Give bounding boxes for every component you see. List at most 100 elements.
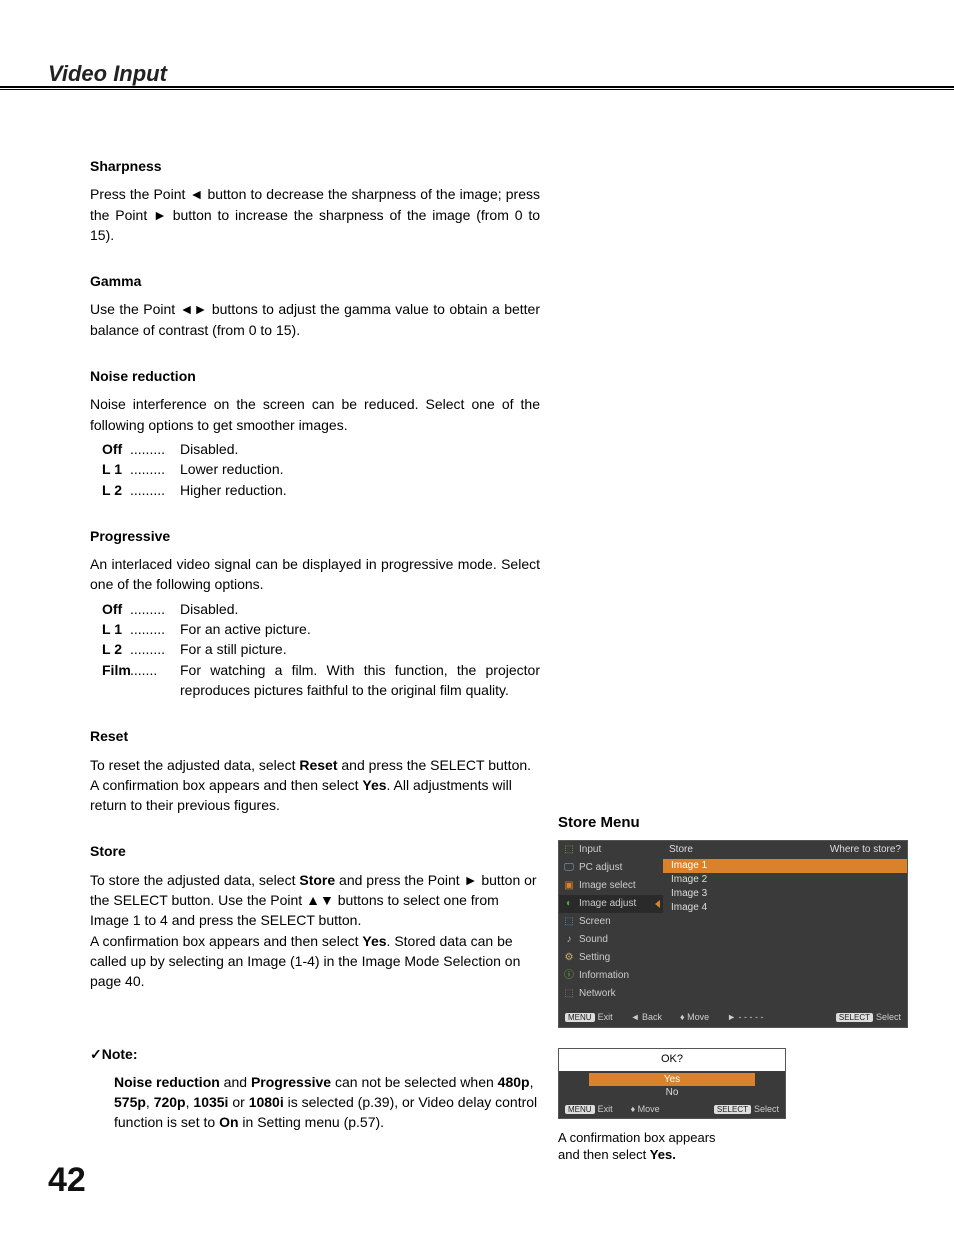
option-row: L 1.........Lower reduction. xyxy=(90,459,540,479)
footer-back: ◄ Back xyxy=(631,1011,662,1024)
image-option[interactable]: Image 3 xyxy=(663,887,907,901)
option-desc: Disabled. xyxy=(180,439,540,459)
confirm-caption: A confirmation box appears and then sele… xyxy=(558,1129,718,1164)
image-list: Image 1Image 2Image 3Image 4 xyxy=(663,859,907,915)
footer-exit: MENUExit xyxy=(565,1011,613,1024)
store-menu-screenshot: ⬚Input🖵PC adjust ▣ Image select ◐ Image adju… xyxy=(558,840,908,1028)
np7: , xyxy=(146,1094,154,1110)
sidebar-item-icon: ♪ xyxy=(563,934,575,946)
menu-main-header: Store Where to store? xyxy=(663,841,907,859)
footer-select-label: Select xyxy=(876,1012,901,1022)
menu-footer: MENUExit ◄ Back ♦ Move ► - - - - - SELEC… xyxy=(559,1009,907,1027)
sidebar-item-icon: ⚙ xyxy=(563,952,575,964)
progressive-body: An interlaced video signal can be displa… xyxy=(90,554,540,700)
sidebar-item[interactable]: ▣ Image select xyxy=(559,877,663,895)
store-bold-yes: Yes xyxy=(362,933,386,949)
sidebar-item[interactable]: ◐ Image adjust xyxy=(559,895,663,913)
np2: Progressive xyxy=(251,1074,331,1090)
confirm-no-button[interactable]: No xyxy=(589,1086,755,1099)
sidebar-item[interactable]: ⬚ Network xyxy=(559,985,663,1003)
np1: and xyxy=(220,1074,251,1090)
sidebar-item[interactable]: ⬚ Screen xyxy=(559,913,663,931)
option-dots: ......... xyxy=(130,480,180,500)
sidebar-item-label: Image select xyxy=(579,879,636,894)
option-row: Film.......For watching a film. With thi… xyxy=(90,660,540,701)
reset-t0: To reset the adjusted data, select xyxy=(90,757,299,773)
gamma-body: Use the Point ◄► buttons to adjust the g… xyxy=(90,299,540,340)
caption-t0: A confirmation box appears and then sele… xyxy=(558,1130,716,1163)
reset-body: To reset the adjusted data, select Reset… xyxy=(90,755,540,816)
sidebar-item-label: Setting xyxy=(579,951,610,966)
sidebar-item[interactable]: ♪Sound xyxy=(559,931,663,949)
image-option[interactable]: Image 4 xyxy=(663,901,907,915)
confirm-footer-move: ♦ Move xyxy=(631,1103,660,1116)
caption-bold-yes: Yes. xyxy=(650,1147,676,1162)
sidebar-item-label: Image adjust xyxy=(579,897,636,912)
option-row: L 2.........For a still picture. xyxy=(90,639,540,659)
sidebar-item-icon: ⬚ xyxy=(563,916,575,928)
confirm-title: OK? xyxy=(559,1049,785,1071)
progressive-head: Progressive xyxy=(90,526,540,546)
sidebar-item-icon: ◐ xyxy=(563,898,575,910)
np0: Noise reduction xyxy=(114,1074,220,1090)
sidebar-item-icon: ▣ xyxy=(563,880,575,892)
sidebar-item-label: Screen xyxy=(579,915,611,930)
option-desc: For an active picture. xyxy=(180,619,540,639)
option-label: Film xyxy=(90,660,130,701)
sidebar-item[interactable]: ⬚Input xyxy=(559,841,663,859)
triangle-left-icon xyxy=(655,900,660,908)
main-column: Sharpness Press the Point ◄ button to de… xyxy=(90,156,540,1133)
option-dots: ......... xyxy=(130,599,180,619)
sidebar-item-icon: ⬚ xyxy=(563,844,575,856)
option-desc: Disabled. xyxy=(180,599,540,619)
image-option[interactable]: Image 2 xyxy=(663,873,907,887)
option-desc: Higher reduction. xyxy=(180,480,540,500)
confirm-footer-exit: MENUExit xyxy=(565,1103,613,1116)
sidebar-item[interactable]: ⚙ Setting xyxy=(559,949,663,967)
option-desc: For a still picture. xyxy=(180,639,540,659)
option-label: L 2 xyxy=(90,639,130,659)
sharpness-body: Press the Point ◄ button to decrease the… xyxy=(90,184,540,245)
confirm-select-label: Select xyxy=(754,1104,779,1114)
sidebar-item-label: Network xyxy=(579,987,616,1002)
option-row: L 1.........For an active picture. xyxy=(90,619,540,639)
option-dots: ......... xyxy=(130,459,180,479)
np11: or xyxy=(228,1094,248,1110)
store-head: Store xyxy=(90,841,540,861)
confirm-yes-button[interactable]: Yes xyxy=(589,1073,755,1086)
menu-main-panel: Store Where to store? Image 1Image 2Imag… xyxy=(663,841,907,1009)
sidebar-item-icon: ⬚ xyxy=(563,988,575,1000)
sidebar-item[interactable]: ⓘInformation xyxy=(559,967,663,985)
footer-move: ♦ Move xyxy=(680,1011,709,1024)
right-column: Store Menu ⬚Input🖵PC adjust▣Image select… xyxy=(558,812,908,1164)
sidebar-item[interactable]: 🖵PC adjust xyxy=(559,859,663,877)
option-row: L 2.........Higher reduction. xyxy=(90,480,540,500)
image-option[interactable]: Image 1 xyxy=(663,859,907,873)
menu-header-right: Where to store? xyxy=(830,843,901,858)
noise-options: Off.........Disabled.L 1.........Lower r… xyxy=(90,439,540,500)
option-desc: For watching a film. With this function,… xyxy=(180,660,540,701)
sidebar-item-label: Information xyxy=(579,969,629,984)
store-t0: To store the adjusted data, select xyxy=(90,872,299,888)
np12: 1080i xyxy=(249,1094,284,1110)
noise-body: Noise interference on the screen can be … xyxy=(90,394,540,499)
note-head: ✓Note: xyxy=(90,1044,540,1064)
menu-header-left: Store xyxy=(669,843,693,858)
reset-bold-reset: Reset xyxy=(299,757,337,773)
np6: 575p xyxy=(114,1094,146,1110)
store-bold-store: Store xyxy=(299,872,335,888)
option-dots: ......... xyxy=(130,439,180,459)
option-label: Off xyxy=(90,439,130,459)
reset-head: Reset xyxy=(90,726,540,746)
confirm-footer-select: SELECTSelect xyxy=(714,1103,779,1116)
note-block: ✓Note: Noise reduction and Progressive c… xyxy=(90,1044,540,1133)
store-t3: A confirmation box appears and then sele… xyxy=(90,933,362,949)
title-rule xyxy=(0,86,954,90)
footer-next: ► - - - - - xyxy=(727,1011,763,1024)
footer-exit-label: Exit xyxy=(598,1012,613,1022)
np8: 720p xyxy=(154,1094,186,1110)
confirm-footer: MENUExit ♦ Move SELECTSelect xyxy=(559,1101,785,1118)
option-row: Off.........Disabled. xyxy=(90,439,540,459)
noise-head: Noise reduction xyxy=(90,366,540,386)
option-desc: Lower reduction. xyxy=(180,459,540,479)
